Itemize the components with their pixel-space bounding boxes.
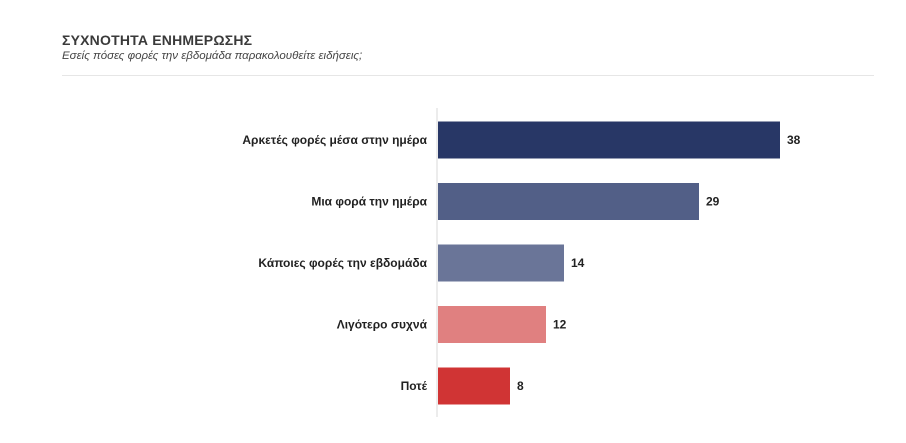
value-label: 14 [571,256,585,270]
bar [438,183,699,220]
bar [438,244,564,282]
bars-group: Αρκετές φορές μέσα στην ημέρα 38 Μια φορά … [242,121,801,405]
header-divider [62,75,874,76]
category-label: Ποτέ [401,379,428,393]
bar [438,367,510,405]
value-label: 29 [706,195,720,209]
value-label: 8 [517,379,524,393]
category-label: Λιγότερο συχνά [337,318,428,332]
value-label: 12 [553,318,567,332]
category-label: Κάποιες φορές την εβδομάδα [258,256,427,270]
category-label: Αρκετές φορές μέσα στην ημέρα [242,133,427,147]
chart-header: ΣΥΧΝΟΤΗΤΑ ΕΝΗΜΕΡΩΣΗΣ Εσείς πόσες φορές τ… [62,32,362,63]
bar [438,121,780,159]
value-label: 38 [787,133,801,147]
chart-title: ΣΥΧΝΟΤΗΤΑ ΕΝΗΜΕΡΩΣΗΣ [62,32,253,48]
category-label: Μια φορά την ημέρα [311,195,427,209]
chart-subtitle: Εσείς πόσες φορές την εβδομάδα παρακολου… [62,50,363,62]
bar [438,306,546,343]
